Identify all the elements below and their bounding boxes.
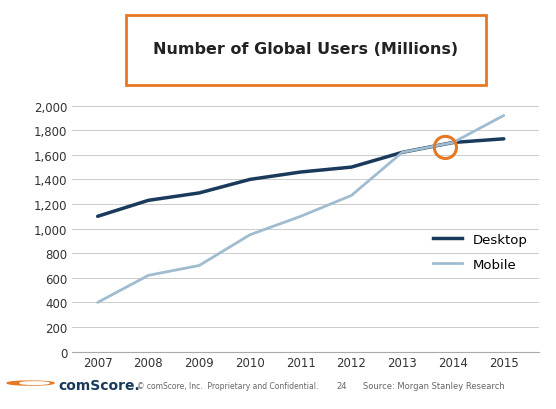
Text: © comScore, Inc.  Proprietary and Confidential.: © comScore, Inc. Proprietary and Confide…: [137, 381, 319, 390]
Circle shape: [7, 381, 54, 385]
Circle shape: [20, 382, 49, 384]
Legend: Desktop, Mobile: Desktop, Mobile: [428, 228, 533, 276]
Text: 24: 24: [337, 381, 347, 390]
Text: comScore.: comScore.: [58, 378, 140, 393]
FancyBboxPatch shape: [126, 16, 485, 86]
Text: Number of Global Users (Millions): Number of Global Users (Millions): [153, 42, 458, 57]
Text: Source: Morgan Stanley Research: Source: Morgan Stanley Research: [363, 381, 504, 390]
